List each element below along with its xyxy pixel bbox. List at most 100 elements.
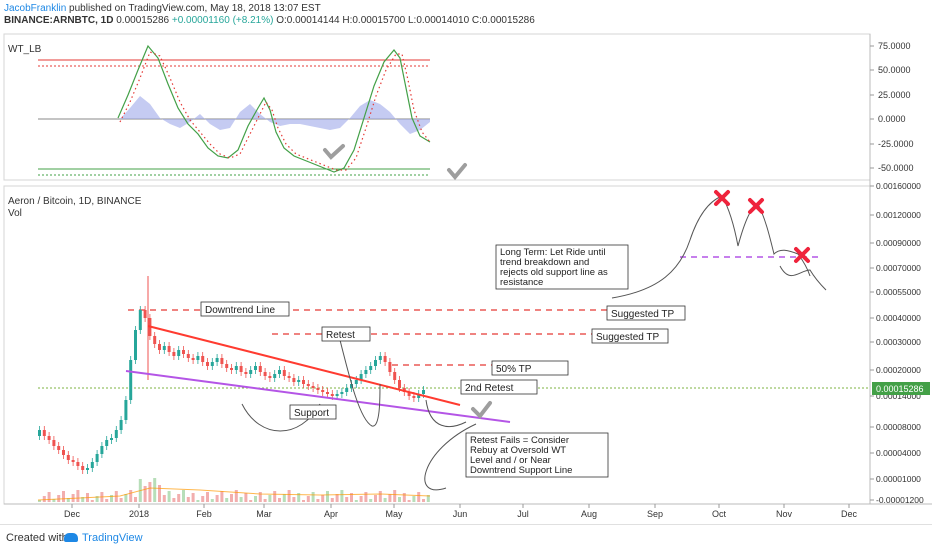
volume-bar bbox=[402, 493, 406, 502]
indicator-label: WT_LB bbox=[8, 44, 42, 55]
fifty-tp-label: 50% TP bbox=[491, 360, 569, 376]
svg-text:Rebuy at Oversold WT: Rebuy at Oversold WT bbox=[470, 445, 566, 456]
volume-bar bbox=[90, 500, 94, 502]
volume-bar bbox=[254, 496, 257, 502]
candle-body bbox=[105, 440, 109, 446]
candle-body bbox=[129, 360, 133, 400]
svg-text:rejects old support line as: rejects old support line as bbox=[500, 267, 608, 278]
tradingview-brand-link[interactable]: TradingView bbox=[82, 532, 143, 544]
candle-body bbox=[292, 378, 296, 382]
candle-body bbox=[38, 430, 41, 436]
time-tick-label: Feb bbox=[196, 509, 212, 519]
chart-canvas[interactable]: 75.0000 50.0000 25.0000 0.0000 -25.0000 -50.0… bbox=[0, 0, 932, 524]
volume-bar bbox=[172, 498, 176, 502]
price-tick-label: 0.00040000 bbox=[876, 313, 921, 323]
candle-body bbox=[273, 374, 277, 378]
price-tick-label: 0.00160000 bbox=[876, 181, 921, 191]
suggested-tp-label-1: Suggested TP bbox=[606, 305, 686, 321]
candle-body bbox=[220, 358, 224, 364]
indicator-tick-label: 0.0000 bbox=[878, 114, 906, 124]
indicator-tick-label: -50.0000 bbox=[878, 163, 914, 173]
candle-body bbox=[177, 350, 181, 356]
ohlc-values: O:0.00014144 H:0.00015700 L:0.00014010 C… bbox=[276, 15, 535, 26]
time-tick-label: Dec bbox=[64, 509, 81, 519]
volume-bar bbox=[249, 500, 253, 502]
candle-body bbox=[330, 394, 334, 396]
time-tick-label: Nov bbox=[776, 509, 793, 519]
retest-arrow bbox=[339, 339, 381, 427]
candle-body bbox=[249, 370, 253, 374]
price-tick-label: 0.00030000 bbox=[876, 337, 921, 347]
published-text: published on TradingView.com, May 18, 20… bbox=[69, 3, 321, 14]
candle-body bbox=[268, 376, 272, 378]
volume-bar bbox=[196, 500, 200, 502]
candle-body bbox=[278, 370, 281, 374]
downtrend-line bbox=[147, 325, 461, 406]
candle-body bbox=[297, 380, 301, 382]
svg-text:resistance: resistance bbox=[500, 277, 543, 288]
candle-body bbox=[52, 440, 56, 446]
price-tick-label: 0.00014000 bbox=[876, 391, 921, 401]
retest-fails-note: Retest Fails = Consider Rebuy at Oversol… bbox=[465, 432, 609, 478]
candle-body bbox=[206, 362, 209, 366]
volume-bar bbox=[220, 491, 224, 502]
retest-label: Retest bbox=[321, 326, 371, 342]
candle-body bbox=[383, 356, 387, 362]
price-tick-label: 0.00070000 bbox=[876, 263, 921, 273]
volume-bar bbox=[95, 496, 99, 502]
candle-body bbox=[354, 380, 358, 384]
candle-body bbox=[393, 372, 397, 380]
check-icon-1 bbox=[323, 144, 345, 160]
volume-bar bbox=[57, 495, 61, 502]
volume-bar bbox=[326, 491, 329, 502]
volume-bar bbox=[258, 492, 262, 502]
volume-bar bbox=[143, 486, 147, 502]
volume-bar bbox=[340, 490, 344, 502]
volume-bar bbox=[316, 499, 320, 502]
volume-bar bbox=[297, 493, 301, 502]
indicator-tick-label: -25.0000 bbox=[878, 139, 914, 149]
volume-bar bbox=[350, 493, 353, 502]
author-link[interactable]: JacobFranklin bbox=[4, 3, 67, 14]
candle-body bbox=[167, 346, 171, 352]
projection-tail bbox=[779, 265, 827, 291]
candle-body bbox=[345, 388, 349, 392]
indicator-tick-label: 50.0000 bbox=[878, 65, 911, 75]
volume-bar bbox=[369, 499, 373, 502]
candle-body bbox=[138, 310, 142, 330]
volume-label: Vol bbox=[8, 208, 22, 219]
candle-body bbox=[254, 366, 257, 370]
volume-bar bbox=[422, 499, 425, 502]
volume-bar bbox=[292, 497, 296, 502]
retest-fails-arrow bbox=[424, 423, 477, 491]
candle-body bbox=[124, 400, 128, 420]
volume-bar bbox=[393, 490, 397, 502]
candle-body bbox=[86, 468, 89, 470]
wt-line-2 bbox=[119, 51, 431, 171]
price-tick-label: 0.00008000 bbox=[876, 422, 921, 432]
candle-body bbox=[306, 384, 310, 386]
candle-body bbox=[364, 370, 368, 374]
candle-body bbox=[71, 460, 75, 462]
candle-body bbox=[287, 376, 291, 378]
candle-body bbox=[114, 430, 118, 438]
candle-body bbox=[153, 336, 157, 344]
svg-text:Suggested TP: Suggested TP bbox=[611, 309, 675, 320]
volume-bar bbox=[153, 478, 157, 502]
volume-bar bbox=[244, 493, 248, 502]
volume-bar bbox=[311, 492, 315, 502]
volume-bar bbox=[321, 495, 325, 502]
volume-bar bbox=[66, 498, 70, 502]
svg-text:50% TP: 50% TP bbox=[496, 364, 532, 375]
volume-bar bbox=[215, 495, 219, 502]
price-tick-label: 0.00055000 bbox=[876, 287, 921, 297]
volume-bar bbox=[177, 494, 181, 502]
volume-bar bbox=[210, 499, 214, 502]
volume-bar bbox=[186, 497, 190, 502]
volume-bar bbox=[426, 495, 430, 502]
second-retest-arrow bbox=[425, 399, 467, 428]
volume-bar bbox=[302, 500, 305, 502]
candle-body bbox=[302, 380, 305, 384]
volume-bar bbox=[378, 491, 382, 502]
indicator-price-scale: 75.0000 50.0000 25.0000 0.0000 -25.0000 -50.0… bbox=[870, 41, 914, 173]
